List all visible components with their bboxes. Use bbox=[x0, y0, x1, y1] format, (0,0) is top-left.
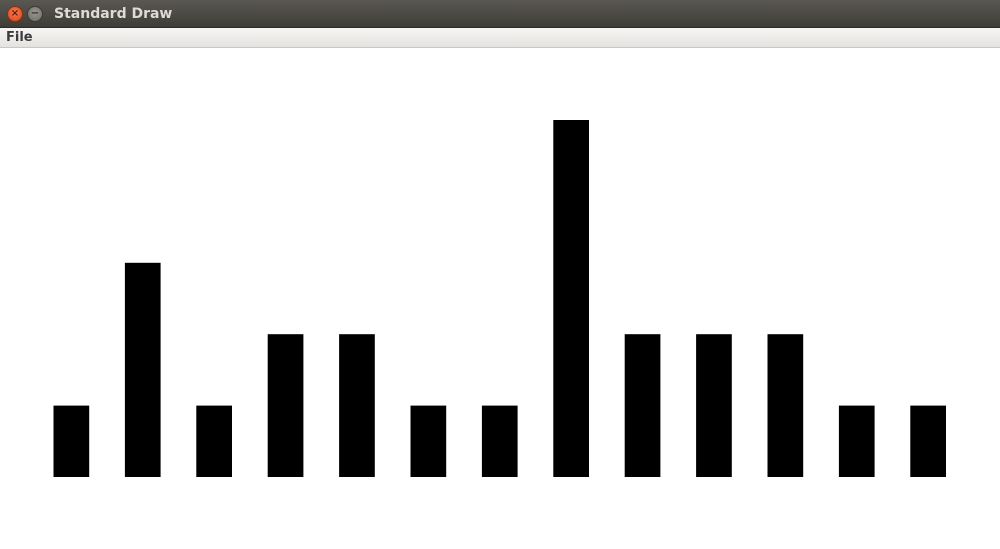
minimize-button[interactable]: − bbox=[27, 6, 43, 22]
close-icon: × bbox=[10, 8, 20, 19]
title-bar[interactable]: × − Standard Draw bbox=[0, 0, 1000, 28]
bar-13 bbox=[910, 405, 946, 477]
bar-2 bbox=[124, 262, 161, 477]
bar-chart bbox=[0, 48, 1000, 549]
bar-9 bbox=[624, 334, 661, 477]
bar-6 bbox=[410, 405, 447, 477]
bar-1 bbox=[53, 405, 90, 477]
menu-bar: File bbox=[0, 28, 1000, 48]
bar-4 bbox=[267, 334, 304, 477]
bar-8 bbox=[553, 120, 589, 477]
bar-12 bbox=[838, 405, 875, 477]
minimize-icon: − bbox=[30, 8, 40, 19]
close-button[interactable]: × bbox=[7, 6, 23, 22]
bar-7 bbox=[481, 405, 518, 477]
bar-10 bbox=[696, 334, 732, 477]
window-title: Standard Draw bbox=[54, 6, 173, 22]
bar-11 bbox=[767, 334, 804, 477]
menu-file[interactable]: File bbox=[6, 30, 33, 45]
bar-5 bbox=[339, 334, 375, 477]
drawing-canvas bbox=[0, 48, 1000, 549]
bar-3 bbox=[196, 405, 232, 477]
